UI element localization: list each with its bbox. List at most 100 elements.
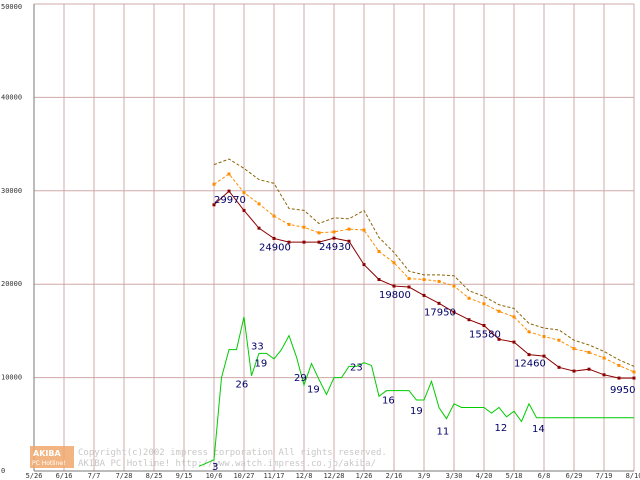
series-lowest: [212, 189, 636, 380]
series-point-lowest: [587, 367, 591, 371]
series-point-average: [467, 296, 471, 300]
x-tick-label: 7/19: [596, 472, 613, 480]
series-point-average: [227, 172, 231, 176]
series-point-lowest: [257, 226, 261, 230]
series-point-lowest: [542, 354, 546, 358]
data-label-lowest: 9950: [610, 385, 635, 396]
x-tick-label: 3/30: [446, 472, 463, 480]
x-tick-label: 6/29: [566, 472, 583, 480]
data-label-lowest: 19800: [379, 290, 411, 301]
series-point-average: [242, 191, 246, 195]
series-point-lowest: [212, 203, 216, 207]
series-point-lowest: [437, 301, 441, 305]
series-point-lowest: [467, 318, 471, 322]
data-label-lowest: 24930: [319, 242, 351, 253]
series-point-lowest: [602, 373, 606, 377]
data-label-count: 16: [382, 396, 395, 407]
series-point-average: [347, 227, 351, 231]
data-labels-layer: 29970 24900 24930 19800 17950 15580 12460 9950 3…: [212, 195, 635, 473]
series-point-average: [497, 309, 501, 313]
x-tick-label: 6/16: [56, 472, 73, 480]
series-point-average: [587, 350, 591, 354]
watermark-site: AKIBA PC Hotline! http://www.watch.impre…: [78, 459, 376, 469]
series-point-lowest: [557, 365, 561, 369]
watermark-copyright: Copyright(c)2002 impress corporation All…: [78, 448, 387, 458]
watermark-badge-top: AKIBA: [33, 449, 61, 458]
x-tick-label: 10/27: [233, 472, 254, 480]
data-label-count: 19: [307, 384, 320, 395]
series-point-average: [287, 222, 291, 226]
series-point-average: [452, 284, 456, 288]
series-point-average: [572, 347, 576, 351]
data-label-lowest: 15580: [469, 329, 501, 340]
y-tick-label: 30000: [1, 187, 22, 195]
x-tick-label: 11/17: [263, 472, 284, 480]
series-point-lowest: [632, 376, 636, 380]
data-label-lowest: 17950: [424, 307, 456, 318]
series-point-average: [632, 370, 636, 374]
series-point-lowest: [362, 263, 366, 267]
series-point-average: [392, 261, 396, 265]
x-tick-label: 8/25: [146, 472, 163, 480]
x-axis-ticks: 5/26 6/16 7/7 7/28 8/25 9/15 10/6 10/27 11/17 12/…: [26, 472, 640, 480]
x-tick-label: 10/6: [206, 472, 223, 480]
data-label-count: 3: [212, 462, 218, 473]
data-label-count: 26: [236, 380, 249, 391]
y-tick-label: 50000: [1, 3, 22, 11]
series-point-average: [512, 315, 516, 319]
x-tick-label: 7/28: [116, 472, 133, 480]
data-label-count: 19: [410, 406, 423, 417]
series-point-average: [542, 335, 546, 339]
x-tick-label: 3/9: [418, 472, 431, 480]
series-point-average: [272, 214, 276, 218]
series-point-average: [332, 230, 336, 234]
y-axis-ticks: 0 10000 20000 30000 40000 50000: [1, 3, 22, 475]
series-point-lowest: [302, 240, 306, 244]
data-label-count: 11: [437, 427, 450, 438]
series-point-average: [362, 228, 366, 232]
series-point-lowest: [482, 323, 486, 327]
series-point-lowest: [317, 240, 321, 244]
series-point-average: [212, 182, 216, 186]
series-layer: [198, 158, 636, 467]
series-point-average: [437, 279, 441, 283]
series-point-lowest: [407, 285, 411, 289]
watermark-badge-bottom: PC Hotline!: [32, 460, 65, 467]
series-point-lowest: [572, 369, 576, 373]
series-count: [198, 316, 634, 467]
series-point-average: [557, 338, 561, 342]
series-point-lowest: [452, 310, 456, 314]
series-point-lowest: [422, 293, 426, 297]
series-point-lowest: [332, 236, 336, 240]
series-point-average: [527, 330, 531, 334]
data-label-lowest: 29970: [214, 195, 246, 206]
series-point-lowest: [497, 337, 501, 341]
data-label-lowest: 12460: [514, 359, 546, 370]
series-point-average: [422, 278, 426, 282]
series-line-count: [198, 316, 634, 467]
x-tick-label: 12/8: [296, 472, 313, 480]
x-tick-label: 6/8: [538, 472, 551, 480]
y-tick-label: 20000: [1, 280, 22, 288]
x-tick-label: 12/28: [323, 472, 344, 480]
grid: [33, 3, 635, 471]
series-point-lowest: [392, 284, 396, 288]
series-point-average: [317, 231, 321, 235]
watermark: AKIBA PC Hotline! Copyright(c)2002 impre…: [30, 446, 387, 469]
series-point-lowest: [242, 208, 246, 212]
data-label-lowest: 24900: [259, 242, 291, 253]
y-tick-label: 40000: [1, 93, 22, 101]
x-tick-label: 5/26: [26, 472, 43, 480]
series-point-average: [257, 202, 261, 206]
series-point-average: [482, 302, 486, 306]
x-tick-label: 4/20: [476, 472, 493, 480]
x-tick-label: 1/26: [356, 472, 373, 480]
series-point-average: [602, 356, 606, 360]
data-label-count: 12: [495, 423, 508, 434]
series-upper: [213, 158, 635, 367]
series-point-lowest: [377, 278, 381, 282]
watermark-badge: [30, 446, 74, 468]
x-tick-label: 7/7: [88, 472, 101, 480]
data-label-count: 19: [255, 358, 268, 369]
